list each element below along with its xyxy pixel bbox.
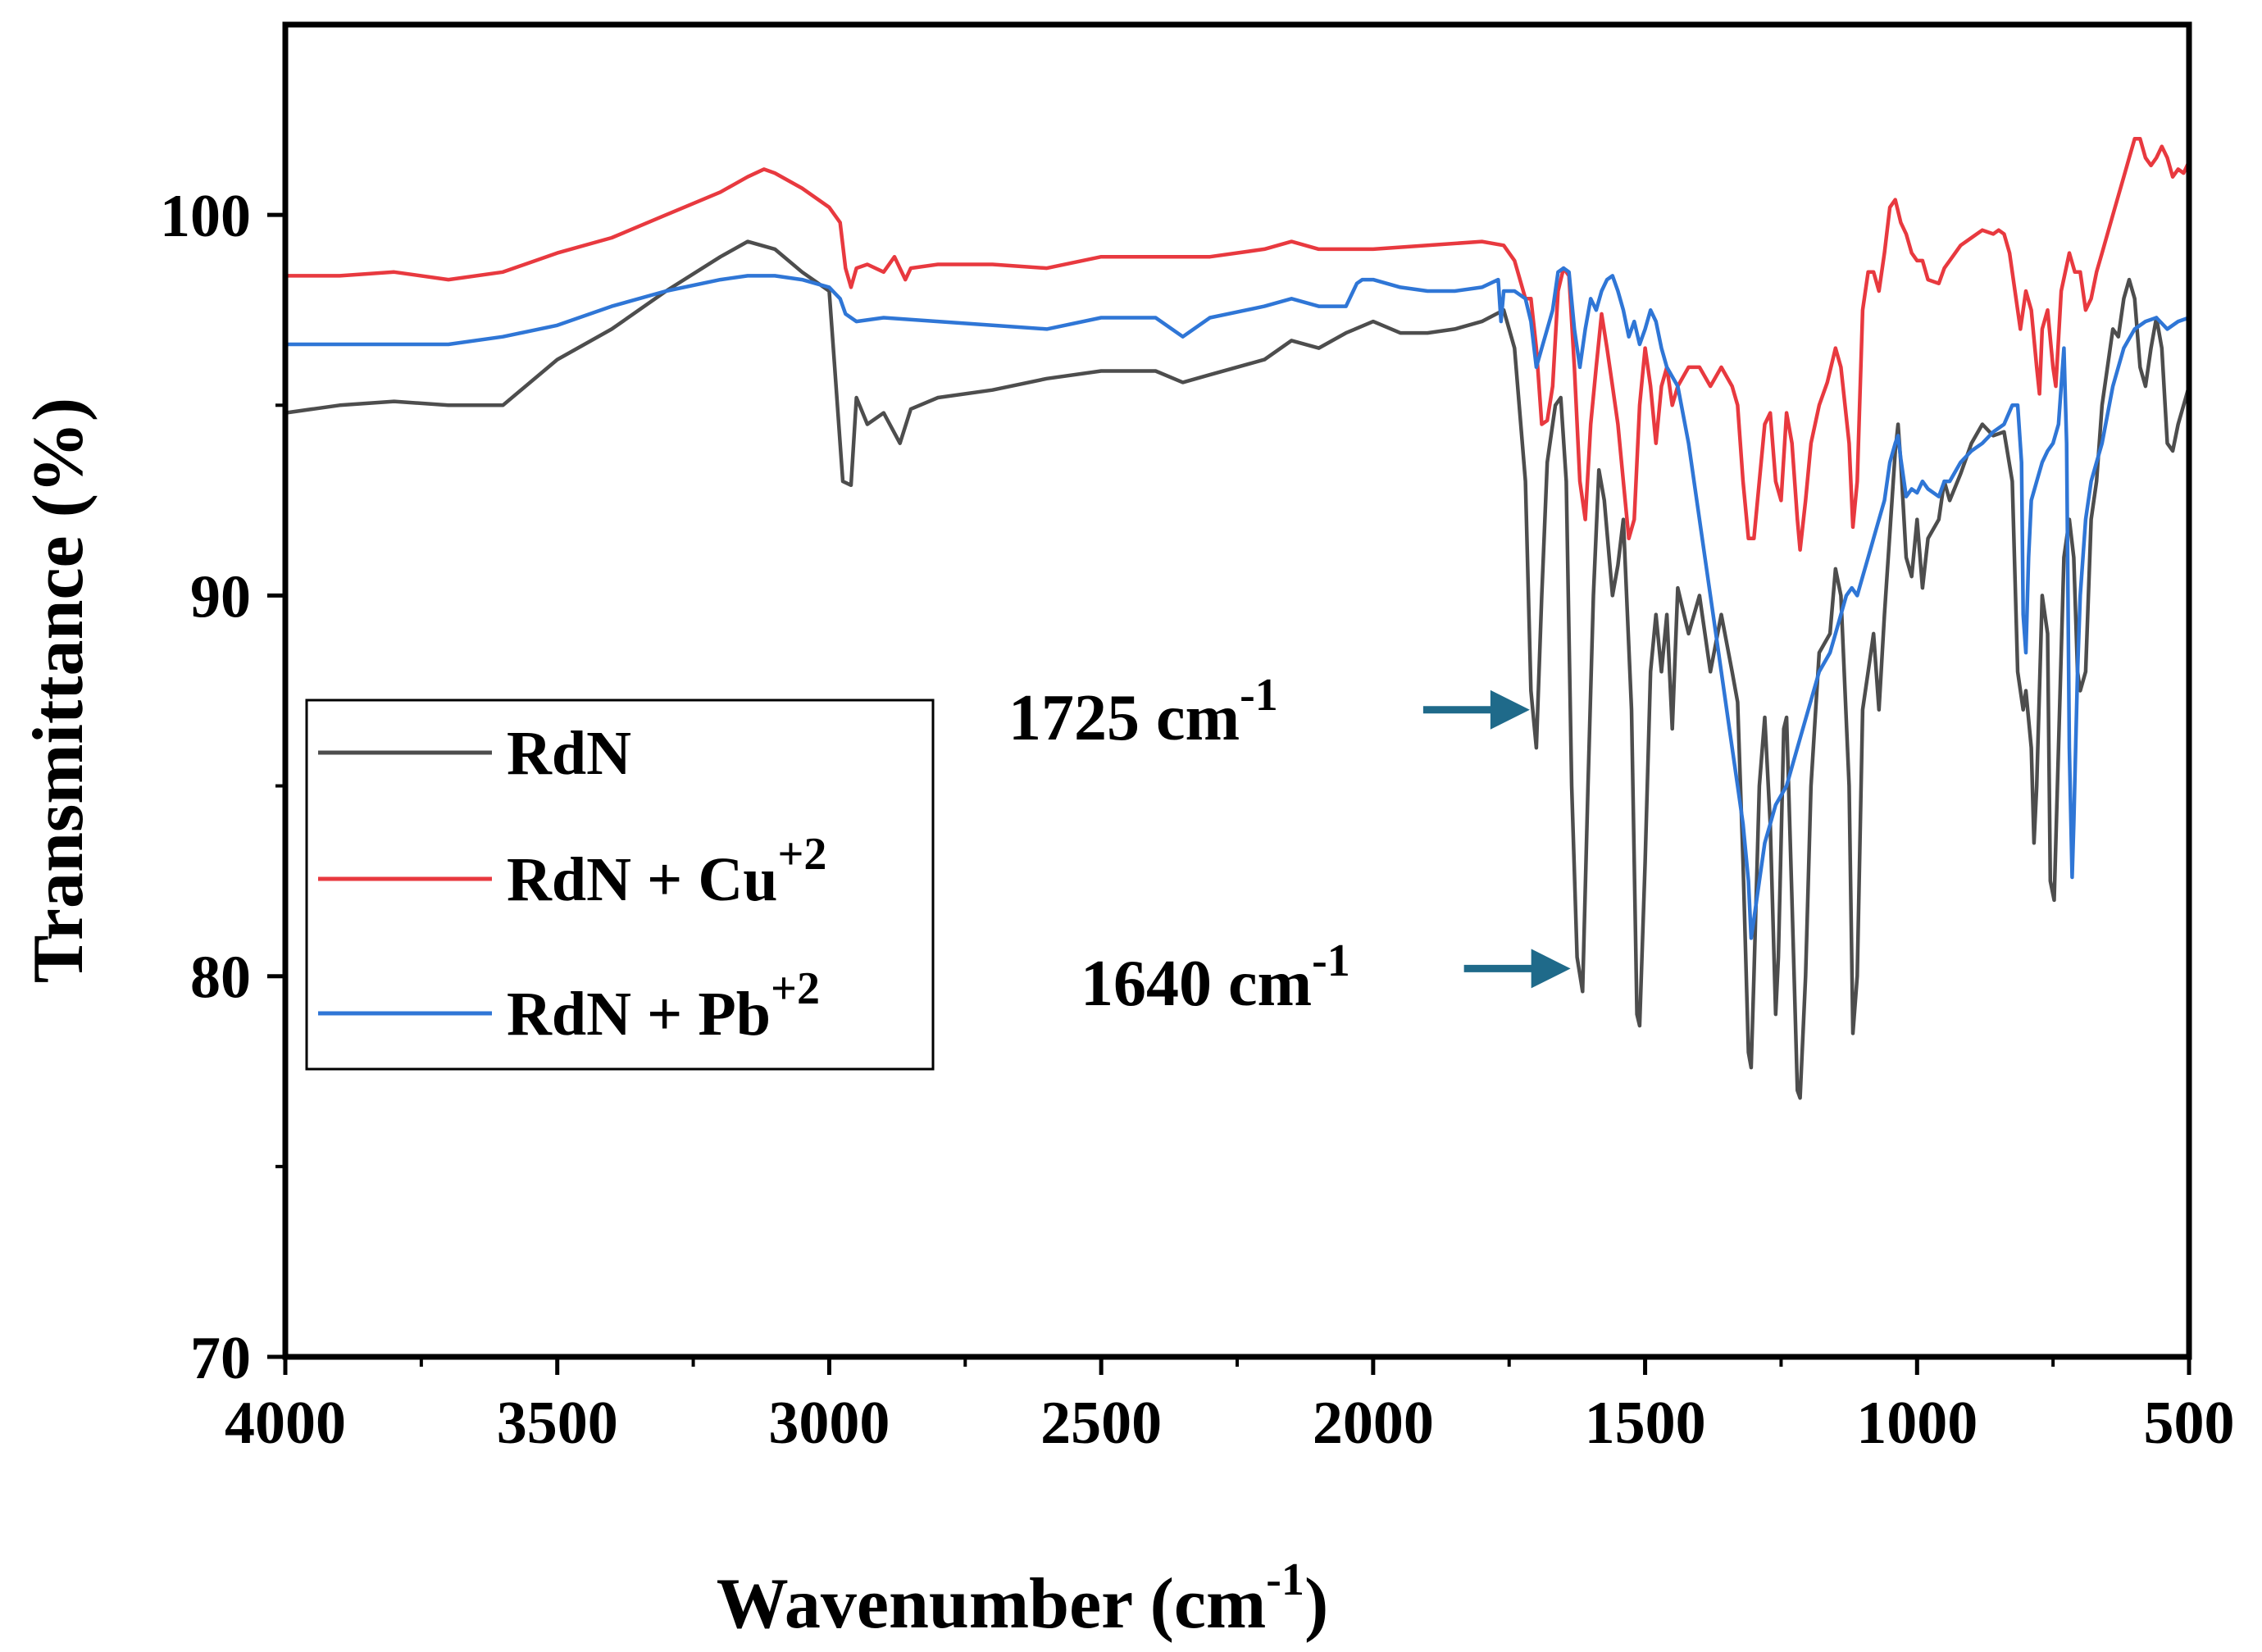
x-tick-label-2500: 2500 [1040,1390,1162,1457]
x-tick-label-3500: 3500 [497,1390,618,1457]
x-tick-label-4000: 4000 [225,1390,346,1457]
series-layer [284,137,2191,1100]
series-line-0 [284,239,2191,1100]
annotation-1725-arrow [1422,689,1530,730]
x-tick-label-3000: 3000 [768,1390,890,1457]
x-tick-label-1000: 1000 [1856,1390,1978,1457]
x-tick-label-2000: 2000 [1313,1390,1434,1457]
annotation-1640-label: 1640 cm-1 [1081,935,1350,1020]
y-tick-label-100: 100 [160,183,251,250]
y-tick-label-80: 80 [190,944,251,1012]
legend-box [305,699,935,1071]
annotation-arrow-head [1490,689,1530,730]
annotations: 1725 cm-1 1640 cm-1 [1008,670,1571,1020]
x-tick-label-1500: 1500 [1585,1390,1706,1457]
y-tick-label-70: 70 [190,1325,251,1392]
y-tick-label-90: 90 [190,563,251,630]
legend-label-rdn-cu: RdN + Cu+2 [507,829,826,914]
legend-label-rdn-pb: RdN + Pb+2 [507,963,820,1049]
annotation-1725-label: 1725 cm-1 [1008,670,1278,754]
series-line-1 [285,137,2191,552]
ticks-layer [267,212,2191,1375]
y-axis-title: Transmittance (%) [19,398,98,983]
plot-frame [282,21,2192,1360]
legend: RdN RdN + Cu+2 RdN + Pb+2 [305,699,935,1071]
tick-labels: 4000 3500 3000 2500 2000 1500 1000 500 70 80 90 100 [160,183,2235,1457]
annotation-arrow-head [1531,949,1571,989]
annotation-1640-arrow [1463,949,1571,989]
x-tick-label-500: 500 [2144,1390,2235,1457]
legend-label-rdn: RdN [507,719,631,788]
x-axis-title: Wavenumber (cm-1) [717,1554,1329,1644]
series-line-2 [285,266,2190,940]
